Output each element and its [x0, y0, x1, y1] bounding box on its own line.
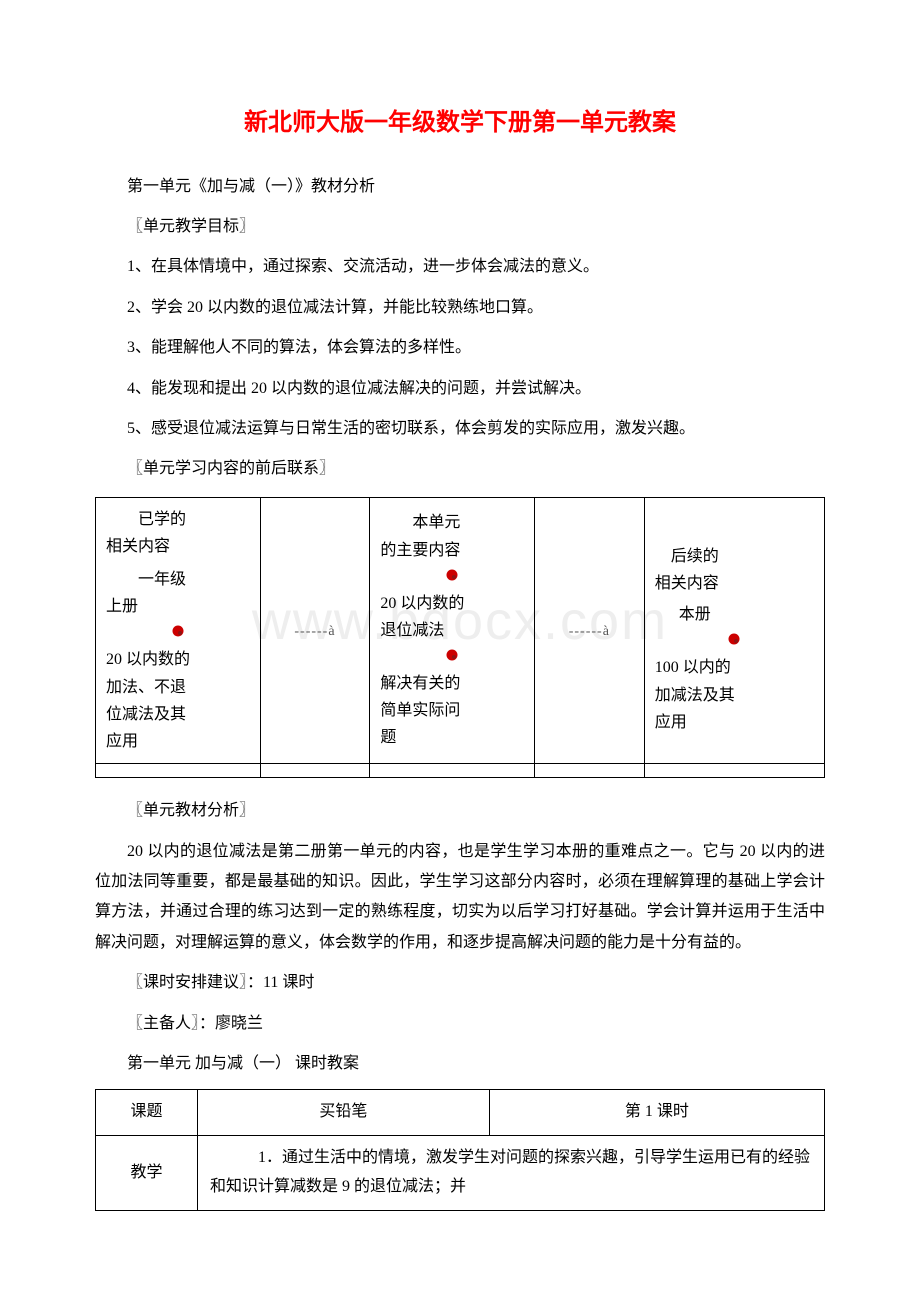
flow-text: 的主要内容 [380, 537, 524, 564]
flow-text: 本单元 [380, 509, 524, 536]
unit-subtitle: 第一单元《加与减（一）》教材分析 [95, 172, 825, 202]
flow-mid-cell: 本单元 的主要内容 20 以内数的 退位减法 解决有关的 简单实际问 题 [370, 497, 535, 764]
section-objectives-label: 〖单元教学目标〗 [95, 212, 825, 242]
flow-text: 解决有关的 [380, 670, 524, 697]
bullet-icon [106, 624, 250, 642]
flow-arrow-cell: ------à [534, 497, 644, 764]
spacer-cell [534, 764, 644, 778]
flow-text: 题 [380, 724, 524, 751]
spacer-cell [96, 764, 261, 778]
bullet-icon [380, 648, 524, 666]
flow-text: 简单实际问 [380, 697, 524, 724]
flow-text: 100 以内的 [655, 654, 814, 681]
table-row: 已学的 相关内容 一年级 上册 20 以内数的 加法、不退 位减法及其 应用 -… [96, 497, 825, 764]
document-content: 新北师大版一年级数学下册第一单元教案 第一单元《加与减（一）》教材分析 〖单元教… [95, 100, 825, 1211]
flow-left-cell: 已学的 相关内容 一年级 上册 20 以内数的 加法、不退 位减法及其 应用 [96, 497, 261, 764]
lesson-cell-topic-label: 课题 [96, 1090, 198, 1136]
analysis-paragraph: 20 以内的退位减法是第二册第一单元的内容，也是学生学习本册的重难点之一。它与 … [95, 837, 825, 959]
arrow-icon: ------à [569, 624, 610, 639]
table-row: 课题 买铅笔 第 1 课时 [96, 1090, 825, 1136]
section-analysis-label: 〖单元教材分析〗 [95, 796, 825, 826]
flow-text: 相关内容 [106, 533, 250, 560]
lesson-table: 课题 买铅笔 第 1 课时 教学 1．通过生活中的情境，激发学生对问题的探索兴趣… [95, 1089, 825, 1210]
flow-text: 加法、不退 [106, 674, 250, 701]
objective-item: 5、感受退位减法运算与日常生活的密切联系，体会剪发的实际应用，激发兴趣。 [95, 414, 825, 444]
objective-item: 4、能发现和提出 20 以内数的退位减法解决的问题，并尝试解决。 [95, 374, 825, 404]
flow-text: 本册 [655, 601, 814, 628]
objective-item: 3、能理解他人不同的算法，体会算法的多样性。 [95, 333, 825, 363]
spacer-cell [260, 764, 370, 778]
flow-text: 退位减法 [380, 617, 524, 644]
bullet-icon [655, 632, 814, 650]
flow-text: 后续的 [655, 543, 814, 570]
flow-text: 加减法及其 [655, 682, 814, 709]
objective-item: 2、学会 20 以内数的退位减法计算，并能比较熟练地口算。 [95, 293, 825, 323]
table-row [96, 764, 825, 778]
page-title: 新北师大版一年级数学下册第一单元教案 [95, 100, 825, 146]
objective-item: 1、在具体情境中，通过探索、交流活动，进一步体会减法的意义。 [95, 252, 825, 282]
spacer-cell [370, 764, 535, 778]
section-flow-label: 〖单元学习内容的前后联系〗 [95, 454, 825, 484]
flow-text: 位减法及其 [106, 701, 250, 728]
flow-text: 应用 [655, 709, 814, 736]
arrow-icon: ------à [294, 624, 335, 639]
table-row: 教学 1．通过生活中的情境，激发学生对问题的探索兴趣，引导学生运用已有的经验和知… [96, 1136, 825, 1211]
section-author-label: 〖主备人〗：廖晓兰 [95, 1009, 825, 1039]
goal-text: 1．通过生活中的情境，激发学生对问题的探索兴趣，引导学生运用已有的经验和知识计算… [210, 1144, 812, 1202]
section-hours-label: 〖课时安排建议〗：11 课时 [95, 968, 825, 998]
flow-text: 一年级 [106, 566, 250, 593]
flow-text: 相关内容 [655, 570, 814, 597]
flow-text: 已学的 [106, 506, 250, 533]
lesson-cell-period: 第 1 课时 [489, 1090, 824, 1136]
lesson-cell-topic-value: 买铅笔 [198, 1090, 490, 1136]
lesson-cell-goal-text: 1．通过生活中的情境，激发学生对问题的探索兴趣，引导学生运用已有的经验和知识计算… [198, 1136, 825, 1211]
flow-text: 20 以内数的 [106, 646, 250, 673]
flow-text: 应用 [106, 728, 250, 755]
lesson-header: 第一单元 加与减（一） 课时教案 [95, 1049, 825, 1079]
flow-text: 上册 [106, 593, 250, 620]
flow-text: 20 以内数的 [380, 590, 524, 617]
spacer-cell [644, 764, 824, 778]
lesson-cell-goal-label: 教学 [96, 1136, 198, 1211]
flow-arrow-cell: ------à [260, 497, 370, 764]
bullet-icon [380, 568, 524, 586]
flow-right-cell: 后续的 相关内容 本册 100 以内的 加减法及其 应用 [644, 497, 824, 764]
flow-table: 已学的 相关内容 一年级 上册 20 以内数的 加法、不退 位减法及其 应用 -… [95, 497, 825, 779]
